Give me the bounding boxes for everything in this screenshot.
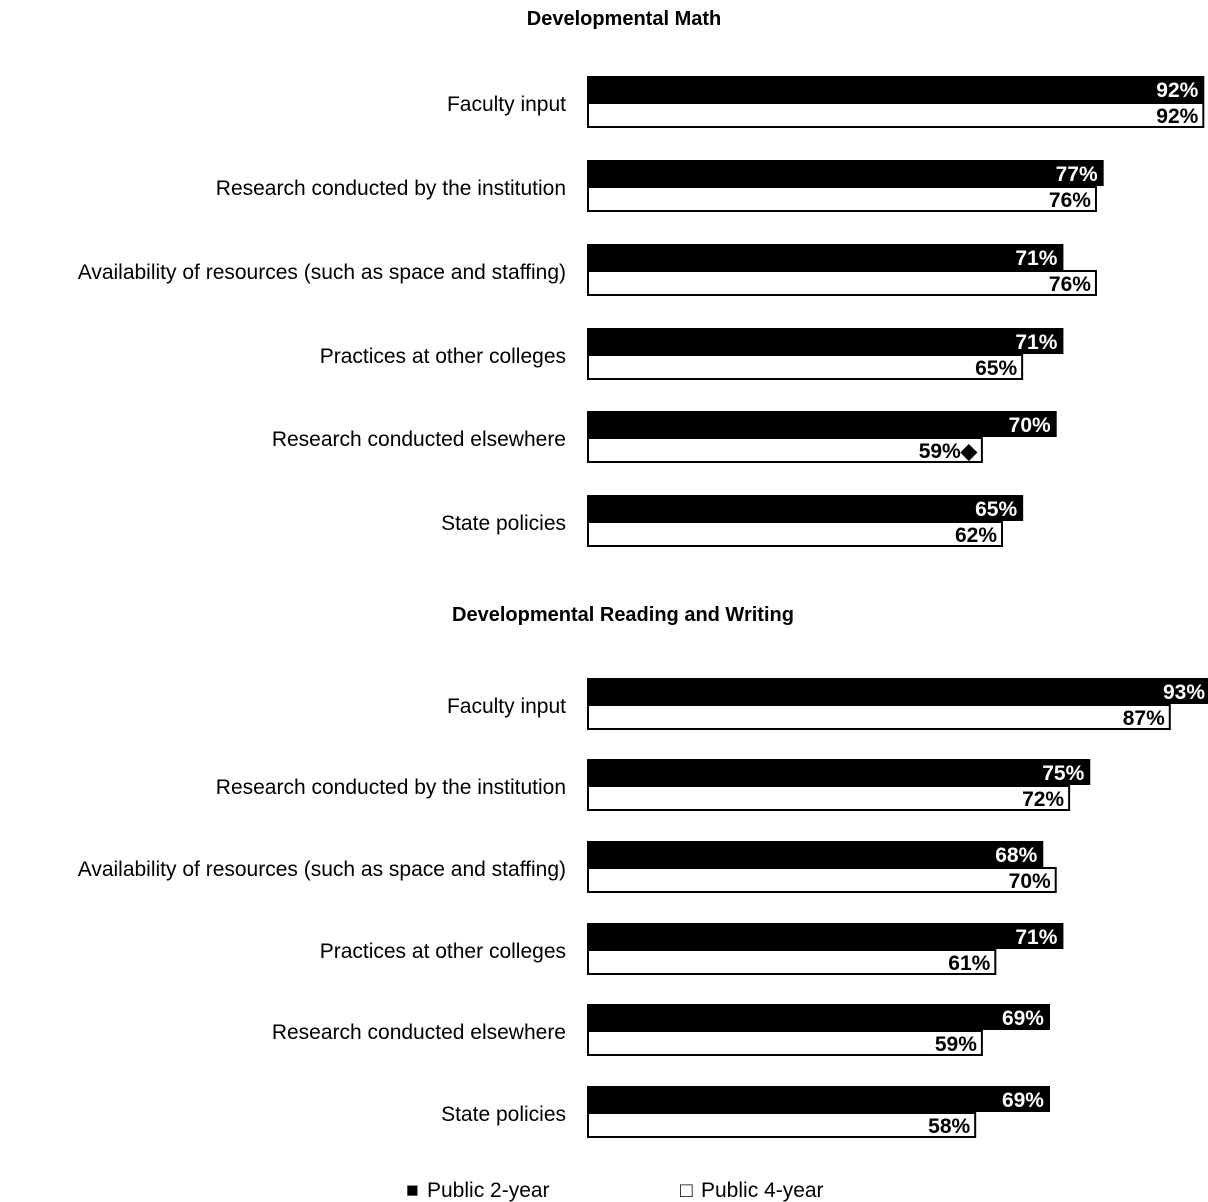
bar-public-2-year-practices-at-other-colleges (587, 923, 1064, 949)
category-label-research-conducted-elsewhere: Research conducted elsewhere (272, 428, 566, 451)
category-label-practices-at-other-colleges: Practices at other colleges (320, 345, 566, 368)
bar-public-4-year-research-conducted-elsewhere (587, 1030, 983, 1056)
data-label-public-4-year-research-conducted-elsewhere: 59%◆ (919, 440, 978, 463)
data-label-public-2-year-availability-of-resources-such-as-space-and-staffing: 71% (1015, 247, 1057, 270)
category-label-state-policies: State policies (441, 1103, 566, 1126)
category-label-research-conducted-elsewhere: Research conducted elsewhere (272, 1021, 566, 1044)
data-label-public-4-year-state-policies: 62% (955, 524, 997, 547)
data-label-public-4-year-practices-at-other-colleges: 65% (975, 357, 1017, 380)
bar-public-2-year-research-conducted-elsewhere (587, 1004, 1050, 1030)
bar-public-2-year-availability-of-resources-such-as-space-and-staffing (587, 244, 1064, 270)
bar-public-2-year-state-policies (587, 495, 1024, 521)
data-label-public-2-year-practices-at-other-colleges: 71% (1015, 331, 1057, 354)
data-label-public-2-year-state-policies: 65% (975, 498, 1017, 521)
bar-public-2-year-research-conducted-by-the-institution (587, 759, 1091, 785)
bar-public-2-year-faculty-input (587, 678, 1208, 704)
legend-item-public-4-year: □ Public 4-year (680, 1179, 824, 1202)
data-label-public-4-year-state-policies: 58% (928, 1115, 970, 1138)
chart-title-reading-writing: Developmental Reading and Writing (452, 604, 794, 626)
data-label-public-2-year-research-conducted-by-the-institution: 77% (1056, 163, 1098, 186)
bar-public-4-year-faculty-input (587, 704, 1171, 730)
bar-public-4-year-practices-at-other-colleges (587, 949, 997, 975)
data-label-public-2-year-research-conducted-elsewhere: 70% (1009, 414, 1051, 437)
bar-public-4-year-faculty-input (587, 102, 1205, 128)
bar-public-2-year-availability-of-resources-such-as-space-and-staffing (587, 841, 1044, 867)
category-label-availability-of-resources-such-as-space-and-staffing: Availability of resources (such as space… (78, 261, 566, 284)
data-label-public-2-year-state-policies: 69% (1002, 1089, 1044, 1112)
bar-public-4-year-practices-at-other-colleges (587, 354, 1024, 380)
data-label-public-2-year-availability-of-resources-such-as-space-and-staffing: 68% (995, 844, 1037, 867)
bar-public-4-year-research-conducted-elsewhere (587, 437, 983, 463)
legend: ■ Public 2-year □ Public 4-year (406, 1179, 824, 1202)
panel-developmental-math: Faculty input 92% 92% Research conducted by… (78, 76, 1205, 547)
data-label-public-4-year-availability-of-resources-such-as-space-and-staffing: 70% (1009, 870, 1051, 893)
data-label-public-4-year-research-conducted-elsewhere: 59% (935, 1033, 977, 1056)
bar-public-2-year-faculty-input (587, 76, 1205, 102)
bar-public-4-year-state-policies (587, 1112, 977, 1138)
category-label-practices-at-other-colleges: Practices at other colleges (320, 940, 566, 963)
data-label-public-4-year-faculty-input: 87% (1123, 707, 1165, 730)
legend-marker-public-4-year: □ (680, 1179, 693, 1202)
category-label-research-conducted-by-the-institution: Research conducted by the institution (216, 177, 566, 200)
data-label-public-4-year-research-conducted-by-the-institution: 76% (1049, 189, 1091, 212)
bar-public-4-year-research-conducted-by-the-institution (587, 785, 1071, 811)
bar-public-4-year-state-policies (587, 521, 1004, 547)
chart-title-math: Developmental Math (527, 8, 721, 30)
category-label-state-policies: State policies (441, 512, 566, 535)
bar-public-4-year-availability-of-resources-such-as-space-and-staffing (587, 270, 1097, 296)
legend-item-public-2-year: ■ Public 2-year (406, 1179, 550, 1202)
data-label-public-4-year-research-conducted-by-the-institution: 72% (1022, 788, 1064, 811)
bar-public-2-year-research-conducted-by-the-institution (587, 160, 1104, 186)
data-label-public-4-year-practices-at-other-colleges: 61% (948, 952, 990, 975)
legend-label-public-4-year: Public 4-year (701, 1179, 824, 1202)
data-label-public-2-year-faculty-input: 92% (1156, 79, 1198, 102)
data-label-public-2-year-practices-at-other-colleges: 71% (1015, 926, 1057, 949)
panel-developmental-reading-writing: Faculty input 93% 87% Research conducted by… (78, 678, 1208, 1138)
data-label-public-2-year-faculty-input: 93% (1163, 681, 1205, 704)
data-label-public-4-year-availability-of-resources-such-as-space-and-staffing: 76% (1049, 273, 1091, 296)
bar-public-2-year-practices-at-other-colleges (587, 328, 1064, 354)
legend-marker-public-2-year: ■ (406, 1179, 419, 1202)
data-label-public-2-year-research-conducted-elsewhere: 69% (1002, 1007, 1044, 1030)
category-label-faculty-input: Faculty input (447, 93, 566, 116)
category-label-research-conducted-by-the-institution: Research conducted by the institution (216, 776, 566, 799)
data-label-public-4-year-faculty-input: 92% (1156, 105, 1198, 128)
data-label-public-2-year-research-conducted-by-the-institution: 75% (1042, 762, 1084, 785)
bar-public-2-year-state-policies (587, 1086, 1050, 1112)
legend-label-public-2-year: Public 2-year (427, 1179, 550, 1202)
bar-public-4-year-research-conducted-by-the-institution (587, 186, 1097, 212)
bar-public-2-year-research-conducted-elsewhere (587, 411, 1057, 437)
bar-public-4-year-availability-of-resources-such-as-space-and-staffing (587, 867, 1057, 893)
category-label-faculty-input: Faculty input (447, 695, 566, 718)
category-label-availability-of-resources-such-as-space-and-staffing: Availability of resources (such as space… (78, 858, 566, 881)
